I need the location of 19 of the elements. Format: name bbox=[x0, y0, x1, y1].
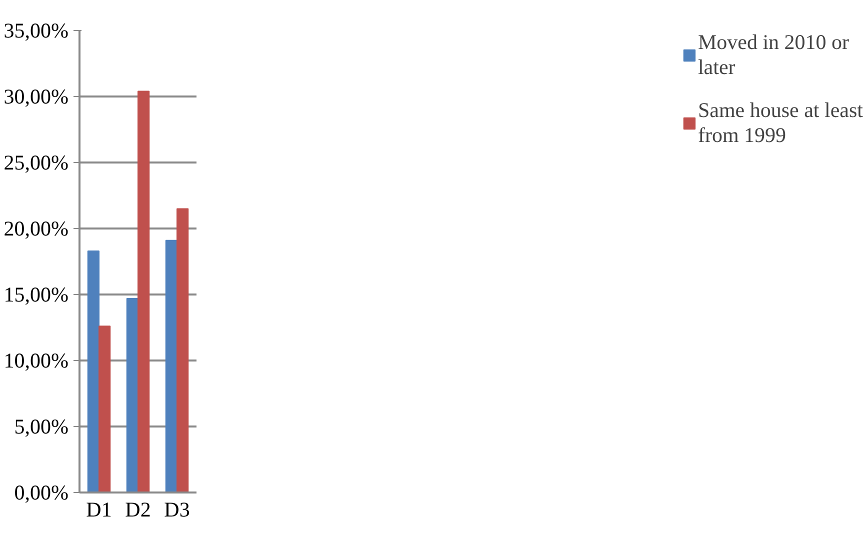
y-tick-label: 15,00% bbox=[4, 282, 69, 306]
y-tick-label: 30,00% bbox=[4, 84, 69, 108]
bar bbox=[87, 250, 100, 492]
bar bbox=[98, 326, 111, 492]
legend-label: Same house at least from 1999 bbox=[698, 98, 863, 148]
y-tick-label: 5,00% bbox=[14, 414, 69, 438]
bar bbox=[165, 240, 178, 492]
y-tick-label: 0,00% bbox=[14, 480, 69, 504]
x-tick-label: D1 bbox=[86, 498, 112, 522]
y-tick-label: 10,00% bbox=[4, 348, 69, 372]
y-tick-label: 25,00% bbox=[4, 150, 69, 174]
bar bbox=[138, 90, 150, 492]
legend-label: Moved in 2010 or later bbox=[698, 30, 850, 80]
x-tick-label: D3 bbox=[164, 498, 190, 522]
bar bbox=[176, 208, 189, 492]
y-tick-label: 35,00% bbox=[4, 18, 69, 42]
y-tick-label: 20,00% bbox=[4, 216, 69, 240]
bar bbox=[126, 298, 138, 492]
x-tick-label: D2 bbox=[125, 498, 151, 522]
